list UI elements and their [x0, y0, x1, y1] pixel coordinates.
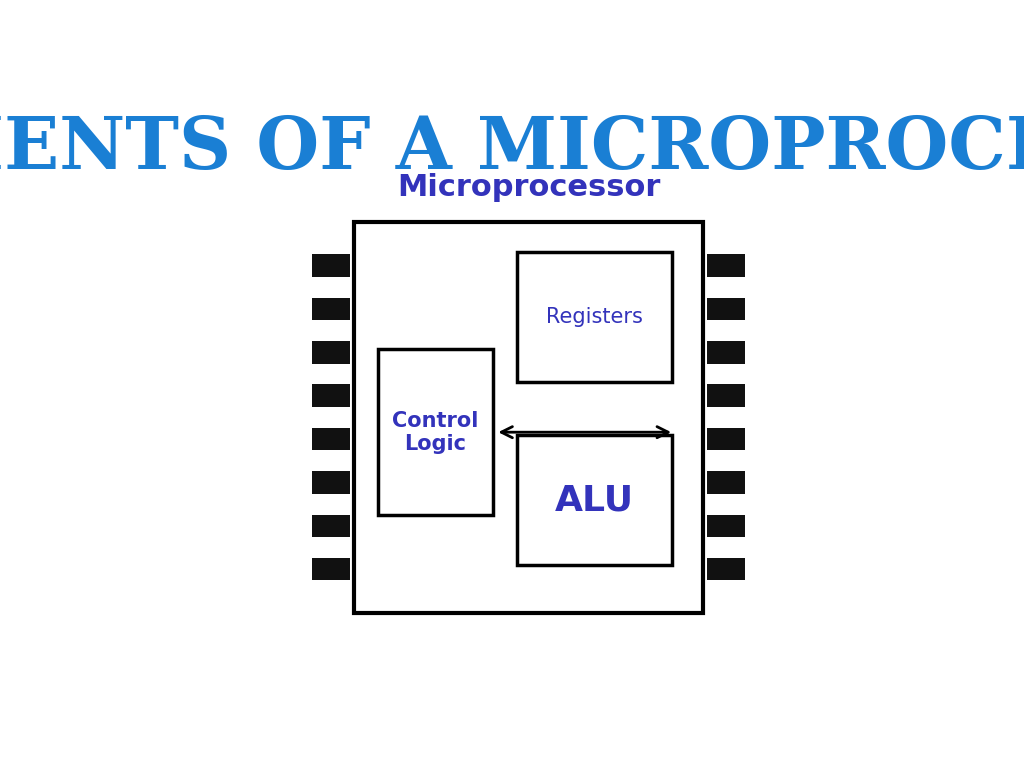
Bar: [708, 515, 745, 537]
Bar: [708, 385, 745, 407]
Bar: [378, 349, 494, 515]
Bar: [312, 472, 350, 494]
Bar: [312, 428, 350, 450]
Bar: [517, 252, 672, 382]
Bar: [312, 298, 350, 320]
Text: Registers: Registers: [546, 307, 643, 327]
Text: Microprocessor: Microprocessor: [397, 173, 660, 202]
Bar: [708, 472, 745, 494]
Bar: [517, 435, 672, 565]
Bar: [708, 558, 745, 581]
Bar: [354, 222, 703, 613]
Bar: [312, 385, 350, 407]
Text: ALU: ALU: [555, 483, 634, 517]
Text: ELEMENTS OF A MICROPROCESSOR: ELEMENTS OF A MICROPROCESSOR: [0, 113, 1024, 184]
Text: Control
Logic: Control Logic: [392, 411, 478, 454]
Bar: [312, 558, 350, 581]
Bar: [312, 341, 350, 363]
Bar: [708, 298, 745, 320]
Bar: [312, 254, 350, 276]
Bar: [708, 254, 745, 276]
Bar: [708, 428, 745, 450]
Bar: [708, 341, 745, 363]
Bar: [312, 515, 350, 537]
